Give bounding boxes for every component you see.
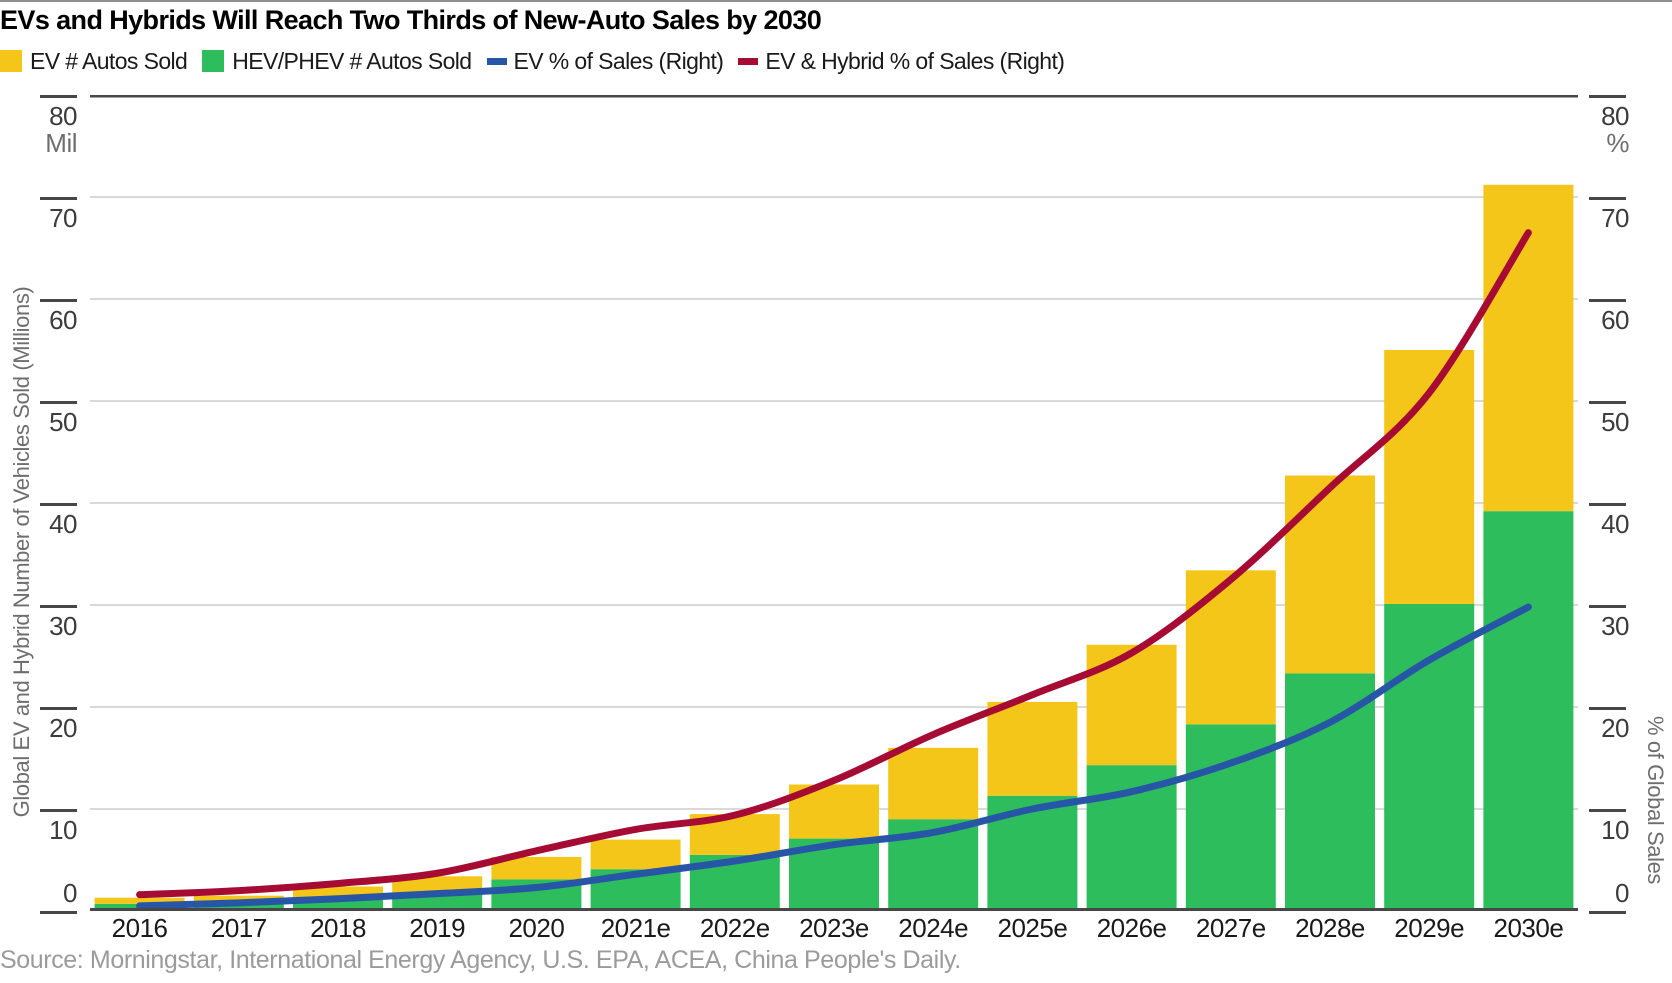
- axis-tick-dash: [40, 95, 77, 98]
- bar-segment-ev: [293, 886, 383, 898]
- y-axis-tick-label: 40: [49, 509, 77, 539]
- axis-tick-dash: [1589, 401, 1626, 404]
- x-axis-label: 2025e: [997, 913, 1068, 943]
- legend-item: EV # Autos Sold: [0, 47, 188, 75]
- y-axis-tick-label: 60: [49, 305, 77, 335]
- bar-segment-ev: [94, 897, 185, 904]
- axis-tick-dash: [40, 401, 77, 404]
- axis-tick-dash: [40, 299, 77, 302]
- bar-segment-hev-phev: [1384, 603, 1475, 911]
- source-note: Source: Morningstar, International Energ…: [0, 946, 961, 974]
- x-axis-label: 2018: [310, 913, 366, 943]
- bar-segment-ev: [888, 747, 979, 820]
- y-axis-tick-label: 50: [49, 407, 77, 437]
- x-axis-label: 2019: [409, 913, 466, 943]
- line-ev-hybrid-pct: [136, 229, 1532, 899]
- y-axis-tick-label: 30: [49, 611, 77, 641]
- axis-tick-dash: [1589, 503, 1626, 506]
- legend-item-label: EV % of Sales (Right): [513, 47, 724, 74]
- legend-item: EV & Hybrid % of Sales (Right): [738, 47, 1065, 75]
- axis-tick-dash: [40, 503, 77, 506]
- axis-tick-dash: [1589, 707, 1626, 710]
- axis-tick-dash: [1589, 95, 1626, 98]
- axis-tick-dash: [1589, 809, 1626, 812]
- bar-segment-hev-phev: [193, 901, 284, 911]
- axis-tick-dash: [40, 605, 77, 608]
- x-axis-label: 2030e: [1493, 913, 1564, 943]
- y-axis-tick-label: 0: [1615, 878, 1629, 908]
- axis-tick-dash: [1589, 299, 1626, 302]
- axis-tick-dash: [40, 707, 77, 710]
- y-axis-tick-label: 40: [1601, 509, 1629, 539]
- legend-swatch-line: [486, 57, 507, 65]
- legend-item: EV % of Sales (Right): [486, 47, 724, 75]
- x-axis-label: 2021e: [600, 913, 671, 943]
- bar-segment-ev: [987, 701, 1078, 796]
- x-axis-label: 2023e: [799, 913, 869, 943]
- y-axis-tick-label: 80 Mil: [18, 103, 77, 157]
- legend-swatch-square: [202, 50, 225, 72]
- x-axis-label: 2029e: [1394, 913, 1465, 943]
- y-axis-unit-label: %: [1606, 128, 1629, 158]
- axis-title-left: Global EV and Hybrid Number of Vehicles …: [9, 286, 34, 818]
- legend-item-label: HEV/PHEV # Autos Sold: [232, 47, 472, 74]
- axis-tick-dash: [1589, 197, 1626, 200]
- bar-segment-ev: [1086, 644, 1177, 766]
- y-axis-tick-label: 0: [63, 878, 77, 908]
- legend-item-label: EV & Hybrid % of Sales (Right): [765, 47, 1065, 74]
- top-rule: [0, 0, 1672, 2]
- axis-tick-dash: [40, 197, 77, 200]
- x-axis-label: 2027e: [1195, 913, 1266, 943]
- y-axis-tick-label: 70: [1601, 203, 1629, 233]
- axis-title-right: % of Global Sales: [1643, 715, 1668, 885]
- y-axis-unit-label: Mil: [45, 128, 77, 158]
- y-axis-tick-label: 80%: [1589, 103, 1629, 157]
- y-axis-tick-label: 20: [49, 713, 77, 743]
- x-axis-label: 2026e: [1096, 913, 1167, 943]
- bar-segment-ev: [392, 876, 483, 893]
- bar-segment-ev: [193, 895, 284, 902]
- plot-area: [90, 95, 1578, 911]
- x-axis-label: 2016: [111, 913, 168, 943]
- y-axis-tick-label: 50: [1601, 407, 1629, 437]
- x-axis-label: 2022e: [699, 913, 770, 943]
- x-axis-label: 2017: [210, 913, 267, 943]
- bar-segment-hev-phev: [1285, 673, 1375, 911]
- axis-tick-dash: [1589, 911, 1626, 914]
- y-axis-tick-label: 70: [49, 203, 77, 233]
- legend-item-label: EV # Autos Sold: [30, 47, 188, 74]
- legend-swatch-square: [0, 50, 22, 72]
- bar-segment-hev-phev: [1483, 511, 1574, 911]
- line-ev-pct: [136, 603, 1532, 910]
- x-axis-label: 2020: [508, 913, 565, 943]
- axis-tick-dash: [40, 809, 77, 812]
- legend-item: HEV/PHEV # Autos Sold: [202, 47, 472, 75]
- y-axis-tick-label: 10: [1601, 815, 1629, 845]
- legend: EV # Autos Sold HEV/PHEV # Autos Sold EV %…: [0, 48, 1079, 74]
- y-axis-tick-label: 10: [49, 815, 77, 845]
- bar-segment-ev: [590, 839, 681, 870]
- chart-title: EVs and Hybrids Will Reach Two Thirds of…: [0, 5, 822, 35]
- axis-tick-dash: [40, 911, 77, 914]
- legend-swatch-line: [738, 57, 759, 65]
- x-axis-label: 2024e: [898, 913, 969, 943]
- x-axis-label: 2028e: [1295, 913, 1365, 943]
- axis-tick-dash: [1589, 605, 1626, 608]
- bar-segment-ev: [1285, 475, 1375, 674]
- y-axis-tick-label: 30: [1601, 611, 1629, 641]
- bar-segment-ev: [1185, 570, 1276, 725]
- bar-segment-ev: [491, 856, 582, 880]
- y-axis-tick-label: 60: [1601, 305, 1629, 335]
- y-axis-tick-label: 20: [1601, 713, 1629, 743]
